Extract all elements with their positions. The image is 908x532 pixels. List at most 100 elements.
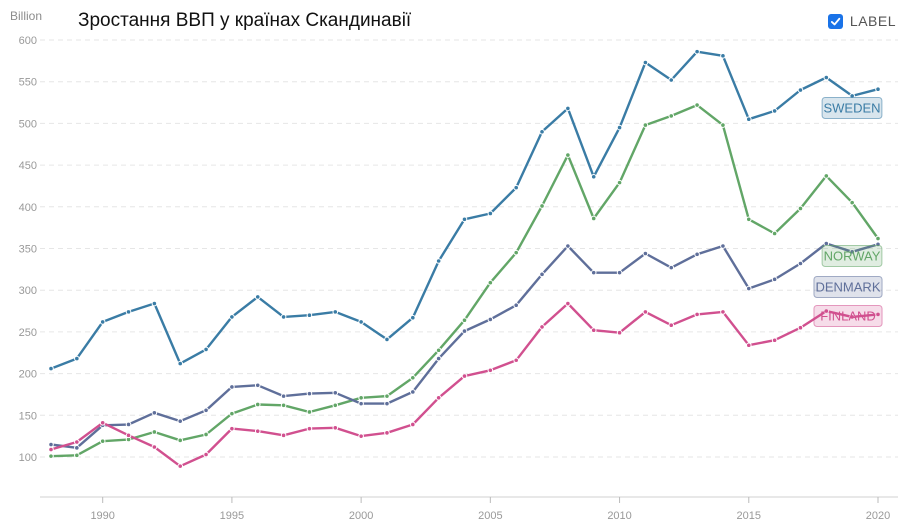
chart-title: Зростання ВВП у країнах Скандинавії xyxy=(78,10,412,31)
data-point-norway xyxy=(745,216,752,223)
data-point-norway xyxy=(461,317,468,324)
data-point-norway xyxy=(797,205,804,212)
data-point-denmark xyxy=(254,382,261,389)
y-tick-label: 350 xyxy=(19,244,37,256)
data-point-finland xyxy=(694,311,700,318)
data-point-denmark xyxy=(590,269,597,276)
data-point-finland xyxy=(280,432,287,439)
x-tick-label: 2005 xyxy=(478,510,502,522)
data-point-sweden xyxy=(435,258,442,264)
data-point-denmark xyxy=(616,269,623,276)
x-tick-label: 2010 xyxy=(607,510,631,522)
data-point-denmark xyxy=(720,243,726,249)
series-label-norway: NORWAY xyxy=(821,245,883,267)
data-point-sweden xyxy=(487,210,494,217)
data-point-norway xyxy=(590,215,597,222)
data-point-norway xyxy=(48,453,54,459)
data-point-sweden xyxy=(358,319,364,325)
data-point-finland xyxy=(203,451,209,458)
data-point-finland xyxy=(771,337,778,344)
data-point-finland xyxy=(99,420,106,426)
data-point-norway xyxy=(280,402,287,409)
y-tick-label: 250 xyxy=(19,327,37,339)
data-point-finland xyxy=(565,300,571,307)
data-point-finland xyxy=(410,421,416,428)
data-point-sweden xyxy=(590,173,597,180)
data-point-norway xyxy=(151,429,158,435)
data-point-sweden xyxy=(74,355,80,362)
data-point-denmark xyxy=(668,264,675,271)
data-point-finland xyxy=(151,444,158,450)
data-point-denmark xyxy=(358,400,364,407)
data-point-norway xyxy=(513,249,519,256)
data-point-sweden xyxy=(539,128,545,135)
label-toggle-text: LABEL xyxy=(849,13,896,29)
y-tick-label: 400 xyxy=(19,202,37,214)
data-point-sweden xyxy=(229,314,235,320)
y-tick-label: 100 xyxy=(19,452,37,464)
y-tick-label: 450 xyxy=(19,160,37,172)
series-label-text-denmark: DENMARK xyxy=(815,280,880,295)
data-point-norway xyxy=(823,173,830,179)
x-tick-label: 1990 xyxy=(90,510,114,522)
data-point-denmark xyxy=(177,418,184,424)
data-point-denmark xyxy=(332,389,339,396)
data-point-sweden xyxy=(410,314,416,321)
data-point-finland xyxy=(306,425,313,432)
data-point-finland xyxy=(48,446,54,453)
data-point-denmark xyxy=(487,316,494,323)
data-point-sweden xyxy=(306,312,313,319)
data-point-sweden xyxy=(616,124,623,131)
data-point-sweden xyxy=(745,116,752,123)
y-tick-label: 500 xyxy=(19,118,37,130)
data-point-sweden xyxy=(151,300,158,307)
data-point-sweden xyxy=(565,105,571,112)
data-point-finland xyxy=(590,327,597,334)
data-point-denmark xyxy=(410,389,416,395)
data-point-denmark xyxy=(745,285,752,292)
data-point-denmark xyxy=(461,328,468,334)
data-point-sweden xyxy=(254,294,261,300)
data-point-denmark xyxy=(384,400,390,407)
data-point-denmark xyxy=(203,407,209,414)
data-point-finland xyxy=(875,311,881,318)
data-point-finland xyxy=(642,309,649,315)
checkmark-icon xyxy=(830,17,841,25)
data-point-sweden xyxy=(823,74,830,81)
data-point-sweden xyxy=(280,314,287,320)
y-tick-label: 300 xyxy=(19,285,37,297)
data-point-sweden xyxy=(642,59,649,66)
data-point-denmark xyxy=(694,251,700,258)
data-point-norway xyxy=(694,102,700,108)
series-label-box-finland xyxy=(813,305,883,327)
x-tick-label: 2020 xyxy=(866,510,890,522)
data-point-norway xyxy=(332,402,339,409)
data-point-sweden xyxy=(99,319,106,325)
data-point-finland xyxy=(849,314,855,320)
x-tick-label: 2015 xyxy=(737,510,761,522)
data-point-finland xyxy=(720,309,726,315)
label-toggle[interactable]: LABEL xyxy=(827,13,896,29)
data-point-sweden xyxy=(461,216,468,223)
data-point-finland xyxy=(332,425,339,431)
y-tick-label: 550 xyxy=(19,77,37,89)
data-point-denmark xyxy=(539,271,545,278)
data-point-finland xyxy=(254,428,261,434)
data-point-norway xyxy=(99,438,106,444)
data-point-norway xyxy=(384,393,390,399)
data-point-finland xyxy=(177,463,184,469)
data-point-denmark xyxy=(280,393,287,399)
series-line-denmark xyxy=(49,242,880,449)
data-point-finland xyxy=(229,425,235,432)
data-point-denmark xyxy=(229,384,235,390)
data-point-norway xyxy=(565,152,571,158)
series-label-text-finland: FINLAND xyxy=(820,309,876,324)
data-point-norway xyxy=(254,401,261,408)
data-point-denmark xyxy=(513,302,519,309)
data-point-finland xyxy=(539,324,545,330)
data-point-sweden xyxy=(668,77,675,83)
label-checkbox[interactable] xyxy=(827,13,843,29)
data-point-finland xyxy=(668,322,675,329)
series-label-denmark: DENMARK xyxy=(813,276,883,298)
